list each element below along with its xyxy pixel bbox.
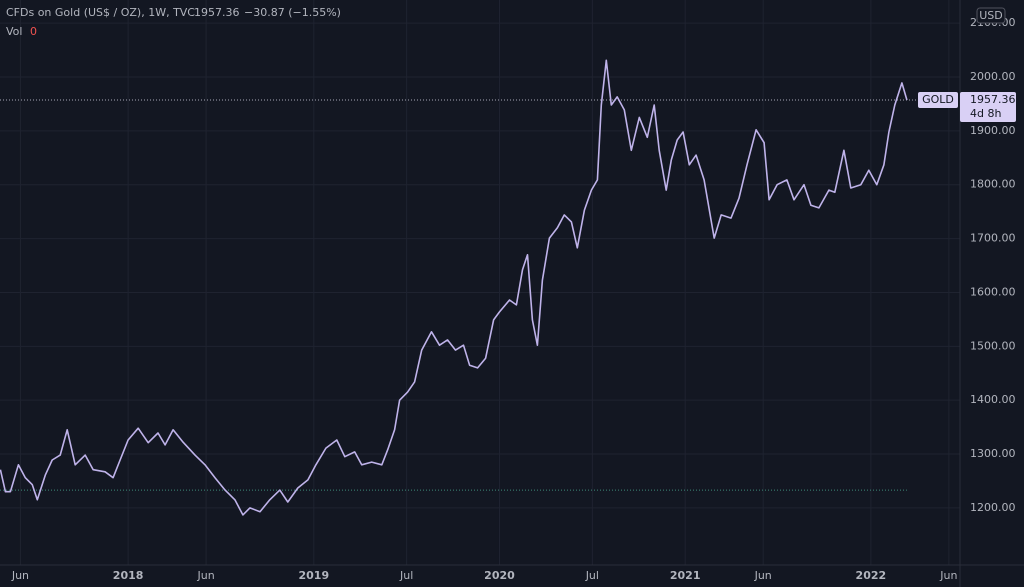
last-price-box bbox=[960, 91, 1016, 122]
x-tick-label: Jun bbox=[11, 569, 29, 582]
price-change: −30.87 (−1.55%) bbox=[244, 6, 341, 19]
y-tick-label: 2000.00 bbox=[970, 70, 1016, 83]
countdown: 4d 8h bbox=[970, 107, 1001, 120]
x-tick-label: 2018 bbox=[113, 569, 144, 582]
y-tick-label: 1600.00 bbox=[970, 285, 1016, 298]
y-tick-label: 1900.00 bbox=[970, 124, 1016, 137]
x-tick-label: 2020 bbox=[484, 569, 515, 582]
y-tick-label: 1400.00 bbox=[970, 393, 1016, 406]
y-tick-label: 1200.00 bbox=[970, 501, 1016, 514]
volume-label: Vol bbox=[6, 25, 22, 38]
currency-box bbox=[976, 7, 1006, 24]
y-tick-label: 1500.00 bbox=[970, 339, 1016, 352]
currency-label: USD bbox=[979, 9, 1003, 22]
last-price: 1957.36 bbox=[194, 6, 240, 19]
x-tick-label: Jun bbox=[939, 569, 957, 582]
y-tick-label: 1300.00 bbox=[970, 447, 1016, 460]
y-tick-label: 1800.00 bbox=[970, 178, 1016, 191]
x-tick-label: Jun bbox=[754, 569, 772, 582]
y-tick-label: 1700.00 bbox=[970, 232, 1016, 245]
last-price-label: 1957.36 bbox=[970, 93, 1016, 106]
x-tick-label: 2021 bbox=[670, 569, 701, 582]
chart-title: CFDs on Gold (US$ / OZ), 1W, TVC bbox=[6, 6, 195, 19]
price-line bbox=[0, 59, 908, 516]
volume-value: 0 bbox=[30, 25, 37, 38]
x-tick-label: Jul bbox=[399, 569, 413, 582]
x-tick-label: 2019 bbox=[298, 569, 329, 582]
x-tick-label: 2022 bbox=[856, 569, 887, 582]
price-tag-box bbox=[918, 91, 958, 108]
x-tick-label: Jun bbox=[197, 569, 215, 582]
price-tag: GOLD bbox=[922, 93, 954, 106]
x-tick-label: Jul bbox=[585, 569, 599, 582]
